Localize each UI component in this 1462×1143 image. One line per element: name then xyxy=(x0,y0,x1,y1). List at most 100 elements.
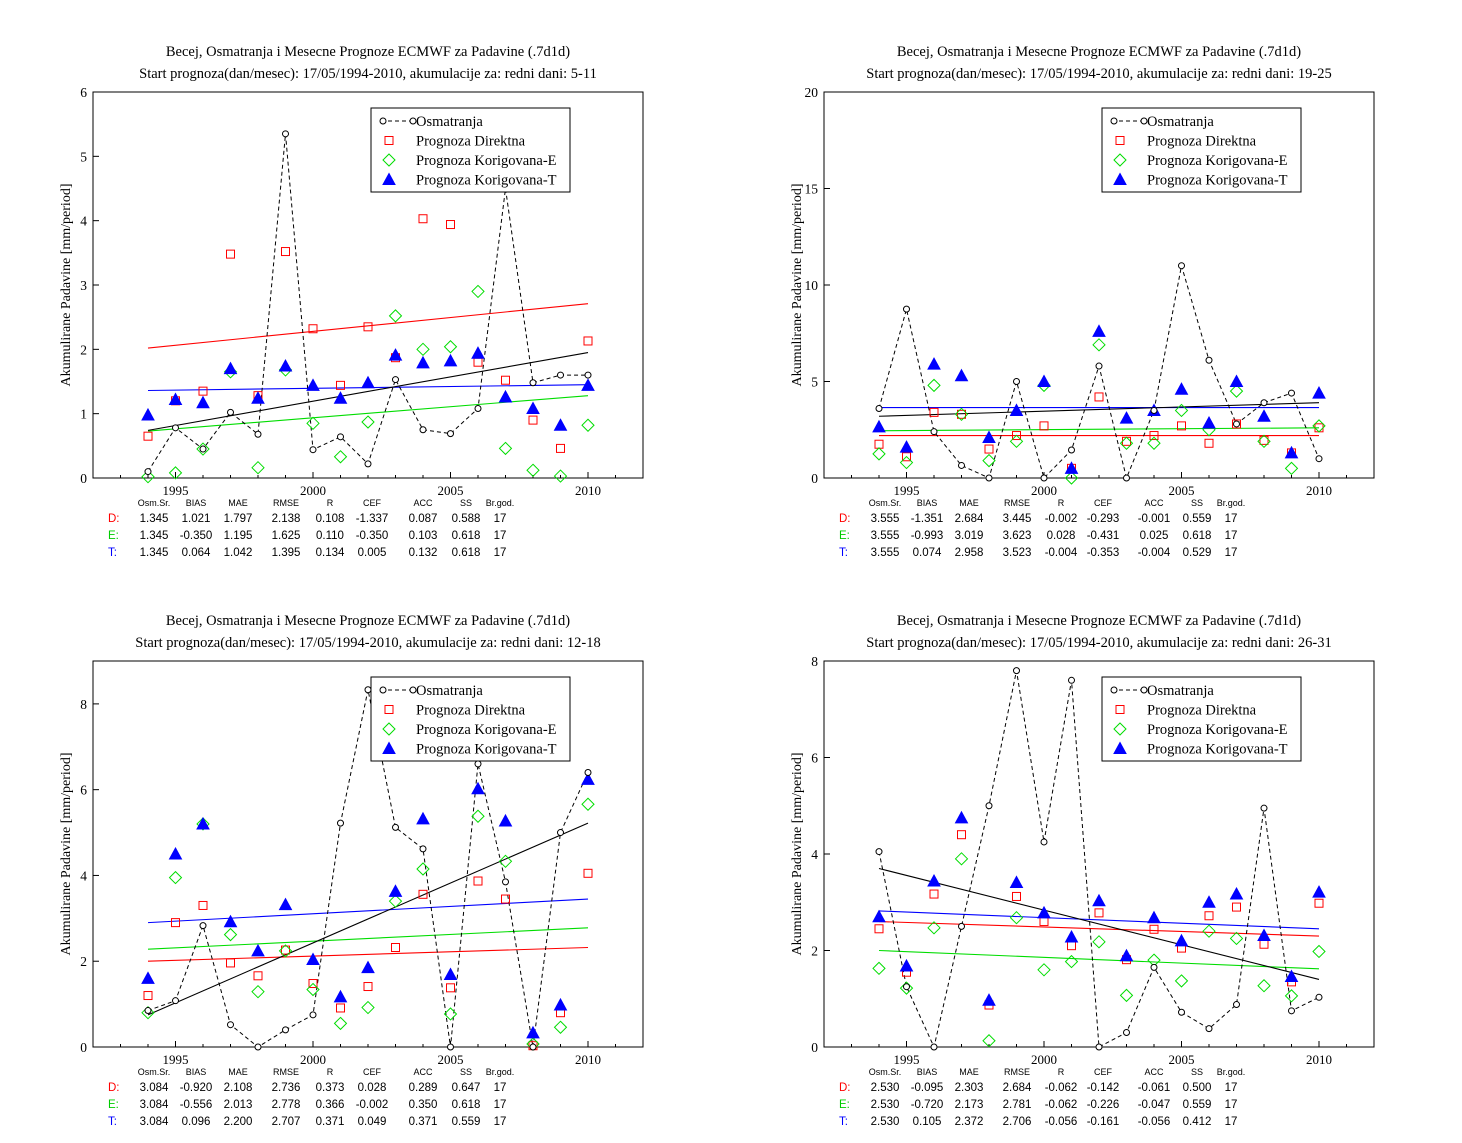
legend-box xyxy=(1101,107,1302,193)
legend-korigovana-t-label: Prognoza Korigovana-T xyxy=(1147,742,1288,758)
stats-header: CEF xyxy=(1094,498,1113,508)
point-osmatranja xyxy=(1123,1029,1130,1037)
point-direktna xyxy=(1122,436,1131,446)
chart-panel-1: Becej, Osmatranja i Mesecne Prognoze ECM… xyxy=(0,0,731,569)
point-direktna xyxy=(1039,917,1049,927)
stats-value: 0.366 xyxy=(316,1099,345,1111)
stats-row-label: E: xyxy=(839,1099,850,1111)
stats-value: 17 xyxy=(494,530,507,542)
point-direktna xyxy=(1094,392,1104,402)
stats-value: 2.372 xyxy=(955,1116,984,1128)
point-osmatranja xyxy=(502,878,509,886)
stats-value: -0.350 xyxy=(180,530,213,542)
stats-value: -0.056 xyxy=(1138,1116,1171,1128)
point-korigovana-t xyxy=(168,846,183,860)
stats-header: R xyxy=(327,498,334,508)
point-direktna xyxy=(1204,438,1214,448)
point-korigovana-e xyxy=(443,1007,458,1021)
point-korigovana-t xyxy=(526,401,540,415)
trend-line-korigovana-t xyxy=(147,898,589,924)
legend-marker-direktna xyxy=(1115,705,1125,714)
stats-value: 0.618 xyxy=(1183,530,1212,542)
y-tick-label: 5 xyxy=(80,149,87,164)
x-tick-label: 1995 xyxy=(163,1052,189,1067)
point-korigovana-t xyxy=(581,772,595,785)
stats-value: 2.173 xyxy=(955,1099,984,1111)
stats-row-label: E: xyxy=(108,1099,119,1111)
y-tick-label: 2 xyxy=(811,944,818,959)
point-korigovana-e xyxy=(899,981,914,995)
y-tick-label: 6 xyxy=(80,85,87,100)
y-tick-label: 6 xyxy=(80,783,87,798)
point-osmatranja xyxy=(199,445,207,453)
point-osmatranja xyxy=(419,845,427,853)
legend-marker-direktna xyxy=(1115,136,1125,145)
stats-row-label: T: xyxy=(839,547,848,559)
point-korigovana-t xyxy=(1009,403,1024,416)
point-korigovana-t xyxy=(1174,382,1189,395)
stats-value: -0.556 xyxy=(180,1099,213,1111)
x-tick-label: 2005 xyxy=(438,483,464,498)
point-osmatranja xyxy=(364,460,372,468)
point-korigovana-t xyxy=(1257,928,1271,942)
point-osmatranja xyxy=(930,1043,938,1051)
point-direktna xyxy=(446,220,455,230)
legend-korigovana-e-label: Prognoza Korigovana-E xyxy=(1147,153,1288,169)
stats-value: 2.958 xyxy=(955,547,984,559)
point-korigovana-e xyxy=(1092,935,1106,949)
stats-value: 3.555 xyxy=(871,547,900,559)
legend-marker-korigovana-t xyxy=(1113,741,1127,754)
stats-value: -0.001 xyxy=(1138,513,1171,525)
point-korigovana-t xyxy=(1064,929,1079,943)
legend-direktna-label: Prognoza Direktna xyxy=(416,134,526,150)
stats-value: 2.108 xyxy=(224,1082,253,1094)
point-direktna xyxy=(1177,421,1186,431)
point-korigovana-e xyxy=(1312,419,1326,433)
stats-row-label: E: xyxy=(108,530,119,542)
point-korigovana-e xyxy=(1009,910,1024,925)
point-osmatranja xyxy=(1205,1025,1213,1033)
point-korigovana-t xyxy=(1202,415,1216,429)
stats-value: -0.004 xyxy=(1045,547,1078,559)
point-osmatranja xyxy=(1095,362,1103,370)
point-osmatranja xyxy=(309,446,317,454)
stats-header: Osm.Sr. xyxy=(869,498,902,508)
point-osmatranja xyxy=(557,829,564,837)
point-korigovana-t xyxy=(927,357,941,370)
point-direktna xyxy=(198,900,208,910)
stats-table: Osm.Sr. BIAS MAE RMSE R CEF ACC SS Br.god. D: 3.08… xyxy=(108,1067,514,1128)
point-direktna xyxy=(198,386,208,396)
chart-panel-4: Becej, Osmatranja i Mesecne Prognoze ECM… xyxy=(731,569,1462,1138)
point-osmatranja xyxy=(584,769,592,777)
legend-korigovana-t-label: Prognoza Korigovana-T xyxy=(1147,173,1288,189)
stats-row-label: T: xyxy=(839,1116,848,1128)
point-direktna xyxy=(583,868,593,878)
stats-value: 1.395 xyxy=(272,547,301,559)
point-osmatranja xyxy=(227,408,234,416)
stats-value: 0.005 xyxy=(358,547,387,559)
point-korigovana-t xyxy=(388,884,403,897)
stats-value: 0.134 xyxy=(316,547,345,559)
stats-value: 0.096 xyxy=(182,1116,211,1128)
point-korigovana-t xyxy=(526,1025,540,1039)
point-korigovana-e xyxy=(498,854,513,868)
trend-line-direktna xyxy=(147,946,589,962)
stats-header: ACC xyxy=(413,498,433,508)
stats-value: 2.778 xyxy=(272,1099,301,1111)
point-korigovana-e xyxy=(333,1016,348,1031)
stats-value: 2.736 xyxy=(272,1082,301,1094)
legend-korigovana-e-label: Prognoza Korigovana-E xyxy=(416,722,557,738)
stats-value: -0.047 xyxy=(1138,1099,1171,1111)
point-korigovana-t xyxy=(1229,374,1244,387)
point-osmatranja xyxy=(447,430,454,438)
stats-header: SS xyxy=(460,498,472,508)
point-direktna xyxy=(143,431,153,441)
point-korigovana-e xyxy=(1119,436,1134,450)
stats-value: 1.042 xyxy=(224,547,253,559)
point-korigovana-e xyxy=(899,455,914,470)
stats-value: -0.004 xyxy=(1138,547,1171,559)
stats-value: -0.920 xyxy=(180,1082,213,1094)
point-osmatranja xyxy=(1150,963,1158,971)
chart-title: Becej, Osmatranja i Mesecne Prognoze ECM… xyxy=(897,613,1301,629)
point-osmatranja xyxy=(172,997,179,1005)
